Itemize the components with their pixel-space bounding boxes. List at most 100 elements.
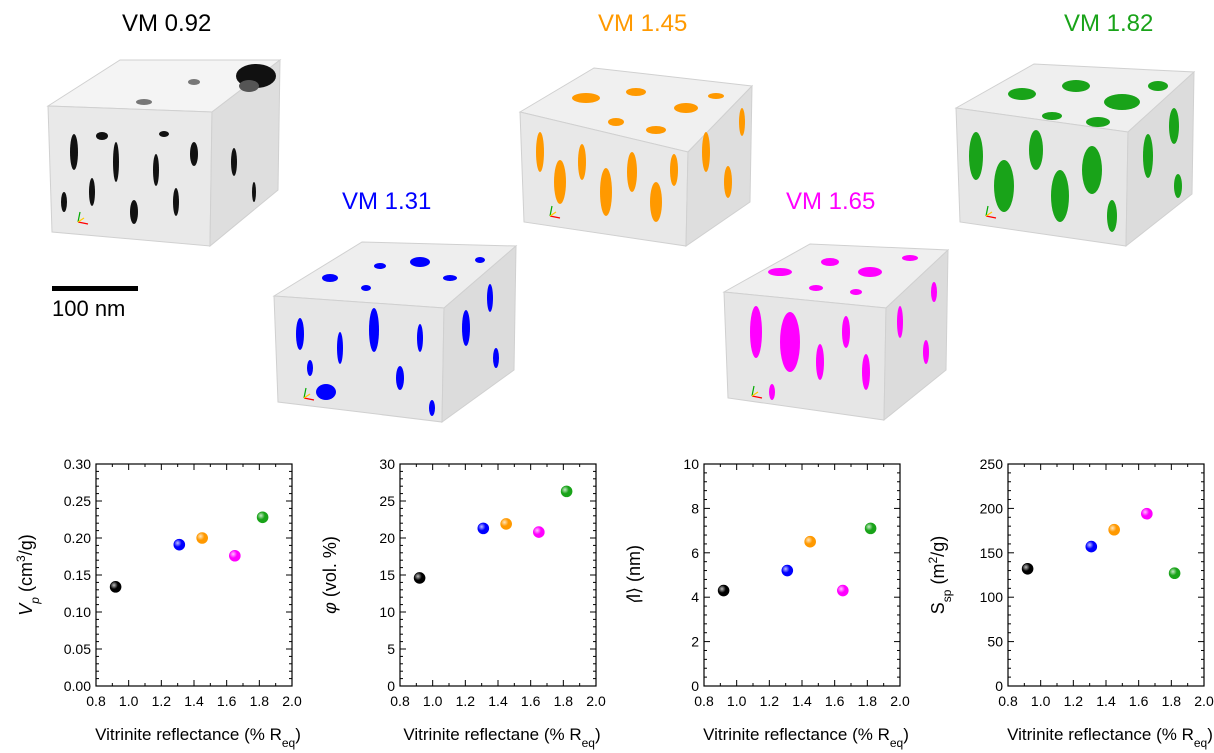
- data-point: [196, 532, 208, 544]
- data-point: [533, 526, 545, 538]
- x-tick-label: 1.2: [760, 693, 780, 709]
- y-tick-label: 0.00: [64, 678, 91, 694]
- y-tick-label: 0.15: [64, 567, 91, 583]
- x-axis-label: Vitrinite reflectance (% Req): [95, 725, 301, 750]
- x-tick-label: 1.2: [1064, 693, 1084, 709]
- data-point: [256, 511, 269, 524]
- cube-vm182: [954, 63, 1196, 248]
- y-axis-label: Ssp (m2/g): [926, 536, 954, 614]
- y-axis-label: ⟨l⟩ (nm): [624, 545, 644, 605]
- sample-label-vm131: VM 1.31: [342, 188, 432, 215]
- sample-label-vm145: VM 1.45: [598, 10, 688, 37]
- y-tick-label: 8: [691, 500, 699, 516]
- y-tick-label: 2: [691, 634, 699, 650]
- x-axis-label: Vitrinite reflectance (% Req): [1007, 725, 1213, 750]
- data-point: [1085, 540, 1098, 553]
- y-tick-label: 10: [379, 604, 395, 620]
- x-tick-label: 1.8: [250, 693, 270, 709]
- x-tick-label: 1.0: [1031, 693, 1051, 709]
- x-tick-label: 1.4: [184, 693, 204, 709]
- x-tick-label: 1.0: [423, 693, 443, 709]
- plot-frame: [703, 463, 901, 687]
- x-tick-label: 1.0: [119, 693, 139, 709]
- y-tick-label: 15: [379, 567, 395, 583]
- x-tick-label: 1.6: [825, 693, 845, 709]
- x-tick-label: 1.6: [1129, 693, 1149, 709]
- y-tick-label: 30: [379, 456, 395, 472]
- chart-pore-volume: 0.8 1.0 1.2 1.4 1.6 1.8 2.0 0.00 0.05 0.10 0.15 0.2…: [14, 456, 302, 750]
- chart-mean-pore-size: 0.8 1.0 1.2 1.4 1.6 1.8 2.0 0 2 4 6 8 10 Vitrinite re…: [624, 456, 910, 750]
- y-tick-label: 50: [987, 634, 1003, 650]
- scale-bar: [52, 286, 138, 291]
- cube-vm165: [722, 243, 950, 422]
- x-axis-label: Vitrinite reflectance (% Req): [703, 725, 909, 750]
- y-tick-label: 0.25: [64, 493, 91, 509]
- x-tick-label: 1.2: [152, 693, 172, 709]
- x-tick-label: 1.8: [554, 693, 574, 709]
- y-axis-label: φ (vol. %): [320, 536, 340, 614]
- x-tick-label: 0.8: [998, 693, 1018, 709]
- y-tick-label: 150: [980, 545, 1004, 561]
- x-tick-label: 1.6: [217, 693, 237, 709]
- y-tick-label: 0.05: [64, 641, 91, 657]
- data-point: [477, 522, 490, 535]
- data-point: [173, 538, 186, 551]
- y-tick-label: 6: [691, 545, 699, 561]
- data-point: [500, 518, 512, 530]
- y-tick-label: 0.20: [64, 530, 91, 546]
- data-point: [717, 584, 730, 597]
- x-tick-label: 1.8: [858, 693, 878, 709]
- data-point: [1021, 562, 1034, 575]
- x-tick-label: 1.6: [521, 693, 541, 709]
- data-point: [1108, 523, 1120, 536]
- data-point: [1168, 567, 1181, 580]
- x-tick-label: 2.0: [890, 693, 910, 709]
- y-tick-label: 0: [387, 678, 395, 694]
- x-tick-label: 1.8: [1162, 693, 1182, 709]
- sample-label-vm165: VM 1.65: [786, 188, 876, 215]
- data-point: [864, 522, 877, 535]
- data-point: [837, 584, 849, 597]
- x-tick-label: 0.8: [390, 693, 410, 709]
- x-tick-label: 0.8: [694, 693, 714, 709]
- y-tick-label: 5: [387, 641, 395, 657]
- y-tick-label: 4: [691, 589, 699, 605]
- x-tick-label: 1.0: [727, 693, 747, 709]
- y-tick-label: 200: [980, 500, 1004, 516]
- data-point: [109, 581, 122, 593]
- data-point: [560, 485, 573, 498]
- sample-label-vm182: VM 1.82: [1064, 10, 1154, 37]
- x-tick-label: 1.4: [488, 693, 508, 709]
- x-tick-label: 2.0: [586, 693, 606, 709]
- y-tick-label: 10: [683, 456, 699, 472]
- y-tick-label: 20: [379, 530, 395, 546]
- x-tick-label: 1.4: [792, 693, 812, 709]
- plot-frame: [95, 463, 293, 687]
- x-tick-label: 1.2: [456, 693, 476, 709]
- y-tick-label: 0.10: [64, 604, 91, 620]
- chart-specific-surface-area: 0.8 1.0 1.2 1.4 1.6 1.8 2.0 0 50 100 150 200 250 Vitr…: [926, 456, 1214, 750]
- x-tick-label: 2.0: [1194, 693, 1214, 709]
- sample-label-vm092: VM 0.92: [122, 10, 212, 37]
- data-point: [413, 572, 426, 584]
- cube-vm145: [518, 67, 754, 247]
- y-tick-label: 250: [980, 456, 1004, 472]
- y-tick-label: 0: [995, 678, 1003, 694]
- cube-vm092: [46, 58, 282, 248]
- y-tick-label: 100: [980, 589, 1004, 605]
- data-point: [229, 549, 241, 562]
- scale-bar-label: 100 nm: [52, 296, 126, 321]
- x-tick-label: 1.4: [1096, 693, 1116, 709]
- chart-porosity: 0.8 1.0 1.2 1.4 1.6 1.8 2.0 0 5 10 15 20 25 30 Vitrini…: [320, 456, 606, 750]
- y-tick-label: 25: [379, 493, 395, 509]
- cube-vm131: [272, 241, 518, 423]
- y-tick-label: 0.30: [64, 456, 91, 472]
- x-tick-label: 0.8: [86, 693, 106, 709]
- y-tick-label: 0: [691, 678, 699, 694]
- x-axis-label: Vitrinite reflectane (% Req): [403, 725, 600, 750]
- plot-frame: [399, 463, 597, 687]
- data-point: [804, 535, 816, 548]
- x-tick-label: 2.0: [282, 693, 302, 709]
- data-point: [1141, 507, 1153, 520]
- data-point: [781, 564, 794, 577]
